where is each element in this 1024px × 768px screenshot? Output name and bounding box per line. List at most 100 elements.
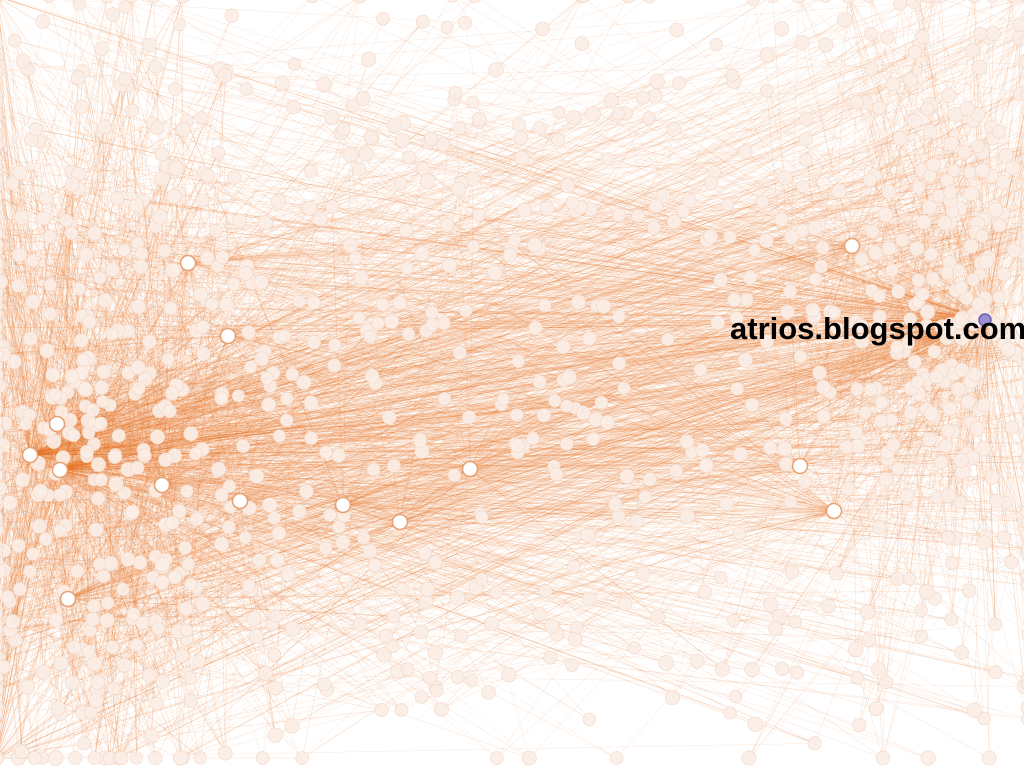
- graph-node[interactable]: [226, 170, 242, 185]
- graph-node[interactable]: [218, 745, 233, 761]
- graph-node[interactable]: [538, 298, 552, 313]
- graph-node[interactable]: [648, 198, 664, 214]
- hub-node[interactable]: [153, 476, 171, 494]
- graph-node[interactable]: [1018, 334, 1024, 349]
- graph-node[interactable]: [611, 207, 627, 223]
- graph-node[interactable]: [974, 163, 990, 179]
- graph-node[interactable]: [269, 552, 286, 568]
- graph-node[interactable]: [551, 132, 565, 147]
- graph-node[interactable]: [703, 175, 719, 191]
- graph-node[interactable]: [543, 650, 558, 665]
- graph-node[interactable]: [954, 310, 970, 326]
- graph-node[interactable]: [952, 264, 966, 278]
- graph-node[interactable]: [963, 186, 979, 202]
- graph-node[interactable]: [168, 160, 185, 176]
- graph-node[interactable]: [0, 359, 3, 372]
- graph-node[interactable]: [87, 656, 102, 671]
- graph-node[interactable]: [805, 302, 821, 318]
- graph-node[interactable]: [0, 649, 4, 663]
- graph-node[interactable]: [176, 0, 190, 4]
- graph-node[interactable]: [327, 358, 342, 373]
- graph-node[interactable]: [906, 113, 922, 129]
- graph-node[interactable]: [839, 439, 854, 454]
- graph-node[interactable]: [794, 35, 810, 51]
- graph-node[interactable]: [96, 394, 110, 408]
- graph-node[interactable]: [0, 256, 4, 271]
- graph-node[interactable]: [871, 520, 887, 535]
- graph-node[interactable]: [0, 607, 4, 620]
- graph-node[interactable]: [986, 0, 999, 3]
- graph-node[interactable]: [45, 367, 61, 383]
- graph-node[interactable]: [1020, 712, 1024, 726]
- graph-node[interactable]: [1021, 438, 1024, 451]
- graph-node[interactable]: [868, 701, 884, 716]
- graph-node[interactable]: [298, 484, 314, 499]
- graph-node[interactable]: [90, 674, 106, 690]
- graph-node[interactable]: [967, 0, 981, 4]
- graph-node[interactable]: [481, 685, 496, 700]
- graph-node[interactable]: [617, 381, 631, 395]
- graph-node[interactable]: [768, 621, 784, 636]
- graph-node[interactable]: [64, 226, 79, 240]
- graph-node[interactable]: [66, 640, 82, 655]
- graph-node[interactable]: [130, 751, 144, 765]
- graph-node[interactable]: [400, 662, 415, 676]
- graph-node[interactable]: [195, 111, 209, 125]
- graph-node[interactable]: [892, 130, 908, 146]
- graph-node[interactable]: [236, 438, 251, 453]
- graph-node[interactable]: [732, 446, 748, 462]
- graph-node[interactable]: [116, 582, 130, 597]
- graph-node[interactable]: [649, 73, 665, 90]
- graph-node[interactable]: [415, 14, 430, 29]
- graph-node[interactable]: [12, 582, 27, 597]
- graph-node[interactable]: [281, 567, 296, 582]
- graph-node[interactable]: [11, 538, 26, 553]
- graph-node[interactable]: [0, 320, 3, 333]
- graph-node[interactable]: [0, 0, 3, 3]
- graph-node[interactable]: [829, 321, 844, 335]
- graph-node[interactable]: [178, 541, 192, 555]
- graph-node[interactable]: [0, 110, 3, 123]
- graph-node[interactable]: [1020, 89, 1024, 103]
- graph-node[interactable]: [316, 76, 332, 92]
- graph-node[interactable]: [131, 299, 147, 315]
- graph-node[interactable]: [747, 243, 762, 257]
- graph-node[interactable]: [0, 563, 7, 579]
- graph-node[interactable]: [378, 629, 394, 644]
- graph-node[interactable]: [727, 613, 741, 627]
- graph-node[interactable]: [903, 72, 918, 88]
- graph-node[interactable]: [468, 0, 481, 3]
- graph-node[interactable]: [196, 319, 211, 334]
- graph-node[interactable]: [19, 679, 36, 695]
- graph-node[interactable]: [88, 522, 104, 538]
- graph-node[interactable]: [295, 751, 309, 765]
- graph-node[interactable]: [0, 623, 4, 637]
- graph-node[interactable]: [972, 59, 988, 75]
- graph-node[interactable]: [574, 36, 590, 51]
- graph-node[interactable]: [114, 750, 129, 765]
- graph-node[interactable]: [174, 648, 189, 663]
- graph-node[interactable]: [126, 0, 139, 3]
- graph-node[interactable]: [566, 110, 582, 126]
- graph-node[interactable]: [1020, 542, 1024, 556]
- graph-node[interactable]: [697, 584, 713, 600]
- graph-node[interactable]: [14, 209, 30, 226]
- graph-node[interactable]: [157, 243, 172, 258]
- graph-node[interactable]: [807, 220, 823, 236]
- graph-node[interactable]: [698, 458, 714, 474]
- graph-node[interactable]: [895, 232, 910, 247]
- graph-node[interactable]: [953, 452, 969, 469]
- graph-node[interactable]: [933, 455, 949, 470]
- graph-node[interactable]: [336, 122, 351, 137]
- graph-node[interactable]: [213, 536, 230, 552]
- graph-node[interactable]: [433, 702, 449, 717]
- graph-node[interactable]: [441, 257, 457, 274]
- graph-node[interactable]: [496, 392, 510, 406]
- graph-node[interactable]: [131, 381, 146, 396]
- graph-node[interactable]: [392, 295, 407, 310]
- graph-node[interactable]: [738, 144, 753, 159]
- graph-node[interactable]: [105, 262, 120, 278]
- graph-node[interactable]: [448, 86, 463, 100]
- graph-node[interactable]: [559, 399, 574, 413]
- graph-node[interactable]: [959, 101, 976, 117]
